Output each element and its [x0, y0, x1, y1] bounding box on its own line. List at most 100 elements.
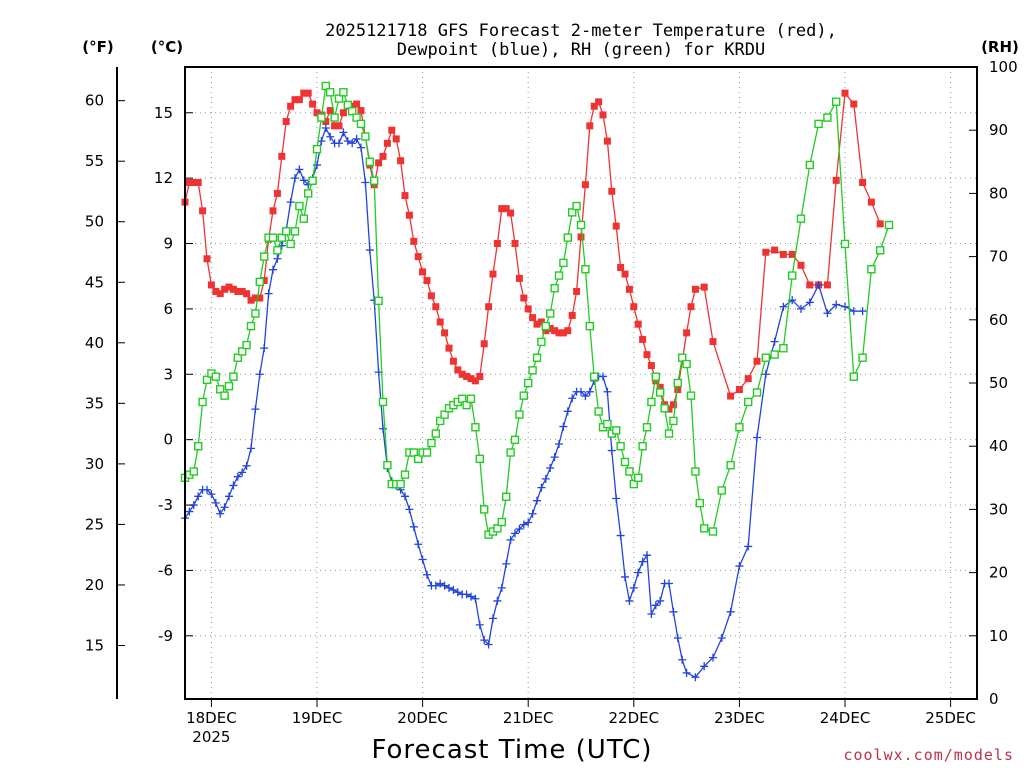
dewpoint-point — [401, 492, 409, 501]
rh-point — [620, 457, 630, 467]
temperature-point — [590, 102, 598, 110]
rh-point — [546, 309, 555, 318]
dewpoint-point — [634, 568, 643, 577]
dewpoint-point — [651, 601, 660, 610]
dewpoint-point — [858, 307, 867, 316]
rh-unit-label: (RH) — [981, 38, 1019, 56]
dewpoint-point — [669, 607, 678, 616]
rh-point — [634, 473, 643, 482]
rh-point — [515, 410, 524, 419]
dewpoint-point — [264, 289, 273, 298]
temperature-point — [190, 179, 198, 187]
dewpoint-point — [546, 463, 555, 472]
x-tick-label: 18DEC — [186, 709, 237, 727]
dewpoint-point — [299, 176, 308, 185]
rh-point — [312, 144, 322, 154]
rh-point — [277, 233, 286, 242]
temperature-point — [256, 294, 264, 302]
temperature-point — [480, 340, 488, 348]
dewpoint-point — [823, 309, 832, 318]
temperature-point — [427, 292, 435, 300]
dewpoint-point — [717, 633, 726, 642]
rh-point — [840, 239, 850, 249]
celsius-unit-label: (°C) — [151, 38, 183, 56]
dewpoint-point — [814, 280, 823, 289]
dewpoint-point — [365, 246, 374, 255]
rh-point — [585, 321, 594, 331]
rh-point — [475, 454, 484, 464]
dewpoint-point — [647, 610, 656, 619]
rh-point — [427, 438, 436, 448]
dewpoint-point — [436, 579, 445, 588]
dewpoint-point — [832, 300, 841, 309]
temperature-point — [520, 294, 528, 302]
temperature-point — [867, 198, 875, 206]
temperature-point — [251, 294, 259, 302]
rh-point — [282, 227, 291, 236]
dewpoint-point — [361, 178, 370, 187]
temperature-point — [304, 89, 312, 97]
dewpoint-point — [467, 592, 475, 601]
rh-point — [858, 353, 867, 362]
dewpoint-point — [326, 132, 335, 141]
temperature-point — [568, 311, 576, 319]
rh-point — [374, 296, 383, 306]
rh-point — [717, 486, 726, 495]
rh-point — [215, 385, 225, 394]
dewpoint-point — [770, 337, 779, 346]
rh-point — [237, 347, 247, 356]
rh-point — [572, 201, 581, 211]
dewpoint-point — [849, 307, 858, 316]
rh-tick-label: 30 — [989, 500, 1008, 518]
rh-point — [189, 467, 199, 476]
fahrenheit-tick-label: 15 — [85, 636, 104, 654]
dewpoint-point — [462, 590, 471, 599]
rh-tick-label: 70 — [989, 248, 1008, 266]
rh-point — [594, 407, 603, 416]
dewpoint-point — [629, 583, 638, 592]
temperature-point — [199, 207, 207, 215]
plot-frame — [184, 66, 978, 700]
temperature-point — [507, 209, 515, 217]
rh-point — [796, 214, 806, 223]
temperature-point — [203, 255, 211, 263]
rh-point — [365, 157, 374, 167]
rh-point — [629, 479, 638, 489]
dewpoint-point — [568, 394, 577, 403]
temperature-point — [309, 100, 317, 108]
celsius-tick-label: 3 — [163, 365, 173, 383]
temperature-point — [744, 375, 752, 383]
temperature-point — [300, 89, 308, 97]
x-tick-label: 21DEC — [503, 709, 554, 727]
dewpoint-point — [550, 453, 559, 462]
dewpoint-point — [255, 370, 264, 379]
rh-point — [744, 397, 753, 407]
temperature-point — [524, 305, 532, 313]
temperature-point — [859, 179, 867, 187]
temperature-point — [392, 135, 400, 143]
dewpoint-point — [541, 474, 550, 483]
dewpoint-point — [779, 302, 788, 311]
rh-point — [576, 220, 586, 230]
rh-point — [299, 214, 308, 223]
rh-point — [832, 97, 841, 106]
rh-point — [431, 429, 440, 438]
rh-point — [304, 189, 313, 198]
rh-point — [321, 81, 330, 91]
dewpoint-point — [643, 551, 651, 560]
rh-point — [590, 372, 599, 381]
rh-point — [198, 397, 207, 407]
dewpoint-point — [563, 407, 572, 416]
temperature-point — [617, 263, 625, 271]
temperature-point — [441, 329, 449, 337]
temperature-point — [357, 107, 365, 115]
x-tick-label: 23DEC — [714, 709, 765, 727]
temperature-point — [647, 362, 655, 370]
rh-tick-label: 10 — [989, 627, 1008, 645]
fahrenheit-unit-label: (°F) — [82, 38, 113, 56]
rh-point — [849, 372, 858, 381]
temperature-point — [564, 327, 572, 335]
temperature-series — [181, 89, 884, 413]
dewpoint-point — [612, 494, 621, 503]
